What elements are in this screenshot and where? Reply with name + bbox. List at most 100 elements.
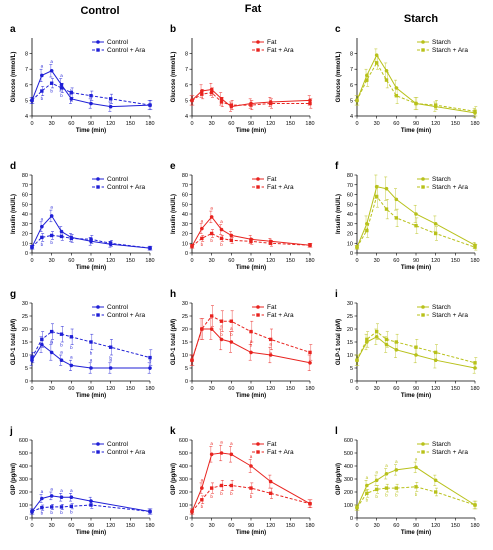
x-tick-label: 60: [393, 523, 399, 529]
data-point: [209, 231, 214, 236]
significance-label: a: [375, 470, 378, 475]
data-point: [414, 345, 418, 349]
data-point: [49, 505, 54, 509]
data-point: [473, 503, 477, 507]
y-tick-label: 30: [182, 222, 188, 228]
legend-label: Control: [107, 39, 129, 46]
y-tick-label: 80: [347, 173, 353, 179]
x-tick-label: 90: [413, 121, 419, 127]
legend-marker: [96, 185, 100, 189]
y-tick-label: 7: [350, 67, 353, 73]
legend-marker: [96, 177, 100, 181]
legend-marker: [96, 40, 100, 44]
series-with-ara: [190, 87, 313, 111]
x-tick-label: 60: [68, 523, 74, 529]
data-point: [374, 53, 379, 57]
x-tick-label: 60: [68, 258, 74, 264]
y-tick-label: 40: [182, 212, 188, 218]
series-with-ara: b b b b b b: [190, 305, 313, 366]
y-tick-label: 5: [25, 366, 28, 372]
series-with-ara: b b b b b: [190, 480, 313, 515]
legend-label: Starch + Ara: [432, 312, 468, 319]
panel-e: e 0 10 20 30 40 50 60 70 80 0 30 60 90 120 150 180 Time (…: [170, 161, 315, 271]
data-point: [219, 483, 224, 488]
y-tick-label: 300: [179, 477, 188, 483]
x-axis-label: Time (min): [401, 128, 431, 134]
legend-label: Starch: [432, 176, 451, 183]
series-with-ara: bbb: [190, 229, 313, 249]
data-point: [89, 340, 93, 344]
data-point: [190, 244, 194, 248]
data-point: [433, 490, 438, 494]
significance-label: a: [415, 457, 418, 462]
legend-marker: [421, 313, 425, 317]
y-tick-label: 15: [347, 340, 353, 346]
significance-label: b: [230, 332, 233, 337]
significance-label: b: [50, 240, 53, 245]
data-point: [49, 214, 54, 218]
significance-label: a: [210, 206, 213, 211]
significance-label: b: [201, 242, 204, 247]
data-point: [209, 90, 214, 95]
significance-label: a: [220, 219, 223, 224]
panel-label: f: [335, 161, 339, 172]
column-title-control: Control: [80, 5, 119, 17]
data-point: [308, 243, 312, 247]
data-point: [89, 503, 93, 507]
panel-f: f 0 10 20 30 40 50 60 70 80 0 30 60 90 120 150 180 Time (…: [335, 161, 480, 271]
data-point: [190, 509, 194, 514]
data-point: [394, 216, 399, 220]
x-tick-label: 150: [126, 386, 135, 392]
y-tick-label: 600: [344, 438, 353, 444]
y-tick-label: 8: [350, 52, 353, 58]
data-point: [365, 337, 369, 342]
data-point: [40, 505, 44, 510]
y-tick-label: 20: [182, 232, 188, 238]
data-point: [108, 345, 113, 349]
x-tick-label: 30: [49, 121, 55, 127]
legend-label: Control + Ara: [107, 449, 146, 456]
data-point: [209, 486, 214, 490]
data-point: [49, 329, 54, 334]
significance-label: b: [50, 340, 53, 345]
data-point: [384, 337, 389, 342]
legend-entry: Starch: [417, 176, 451, 183]
series-line: [356, 336, 476, 369]
legend-entry: Control + Ara: [92, 184, 146, 191]
data-point: [365, 228, 369, 233]
panel-h: h 0 5 10 15 20 25 30 0 30 60 90 120 150 180 Time (min) G…: [170, 289, 315, 399]
data-point: [229, 319, 234, 323]
panel-label: l: [335, 426, 338, 437]
y-axis-label: GLP-1 total (pM): [336, 319, 342, 365]
y-tick-label: 5: [185, 98, 188, 104]
data-point: [414, 485, 418, 489]
x-tick-label: 90: [413, 523, 419, 529]
data-point: [365, 78, 369, 82]
x-tick-label: 120: [431, 121, 440, 127]
panel-a: a 4 5 6 7 8 0 30 60 90 120 150 180 Time (min) Glucose …: [10, 24, 155, 134]
x-axis-label: Time (min): [236, 265, 266, 271]
y-tick-label: 7: [25, 67, 28, 73]
panel-label: e: [170, 161, 176, 172]
legend-entry: Control: [92, 39, 129, 46]
data-point: [200, 226, 204, 231]
data-point: [219, 451, 224, 455]
y-tick-label: 4: [350, 114, 353, 120]
data-point: [384, 68, 389, 73]
data-point: [59, 83, 64, 87]
significance-label: a: [70, 98, 73, 103]
legend-entry: Fat + Ara: [252, 47, 294, 54]
data-point: [355, 98, 359, 103]
data-point: [108, 97, 113, 101]
y-tick-label: 5: [25, 98, 28, 104]
significance-label: b: [250, 494, 253, 499]
data-point: [394, 486, 399, 490]
significance-label: b: [60, 93, 63, 98]
significance-label: b: [395, 493, 398, 498]
panel-label: j: [9, 426, 13, 437]
panel-c: c 4 5 6 7 8 0 30 60 90 120 150 180 Time (min) Glucose …: [335, 24, 480, 134]
legend-entry: Control: [92, 304, 129, 311]
y-axis-label: Glucose (mmol/L): [171, 52, 177, 103]
